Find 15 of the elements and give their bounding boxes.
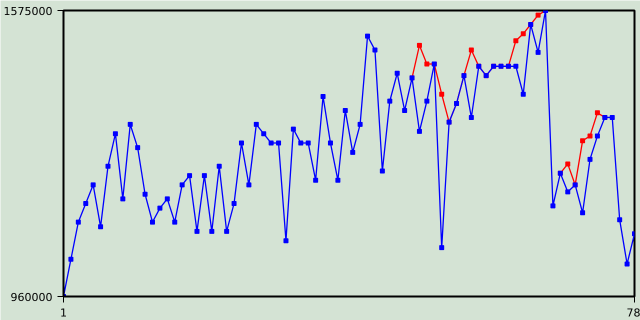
point (468, 48, 474, 53)
point (580, 138, 586, 144)
y-tick-label: 960000 (10, 291, 53, 304)
point (565, 161, 570, 166)
point (439, 92, 444, 97)
x-tick-label: 78 (626, 306, 640, 320)
point (520, 31, 526, 36)
point (513, 38, 518, 44)
point (424, 61, 430, 66)
x-tick-label: 1 (60, 306, 67, 320)
point (416, 42, 422, 48)
point (594, 110, 600, 116)
point (536, 12, 541, 18)
point (588, 134, 593, 139)
y-tick-label: 1575000 (4, 5, 53, 18)
